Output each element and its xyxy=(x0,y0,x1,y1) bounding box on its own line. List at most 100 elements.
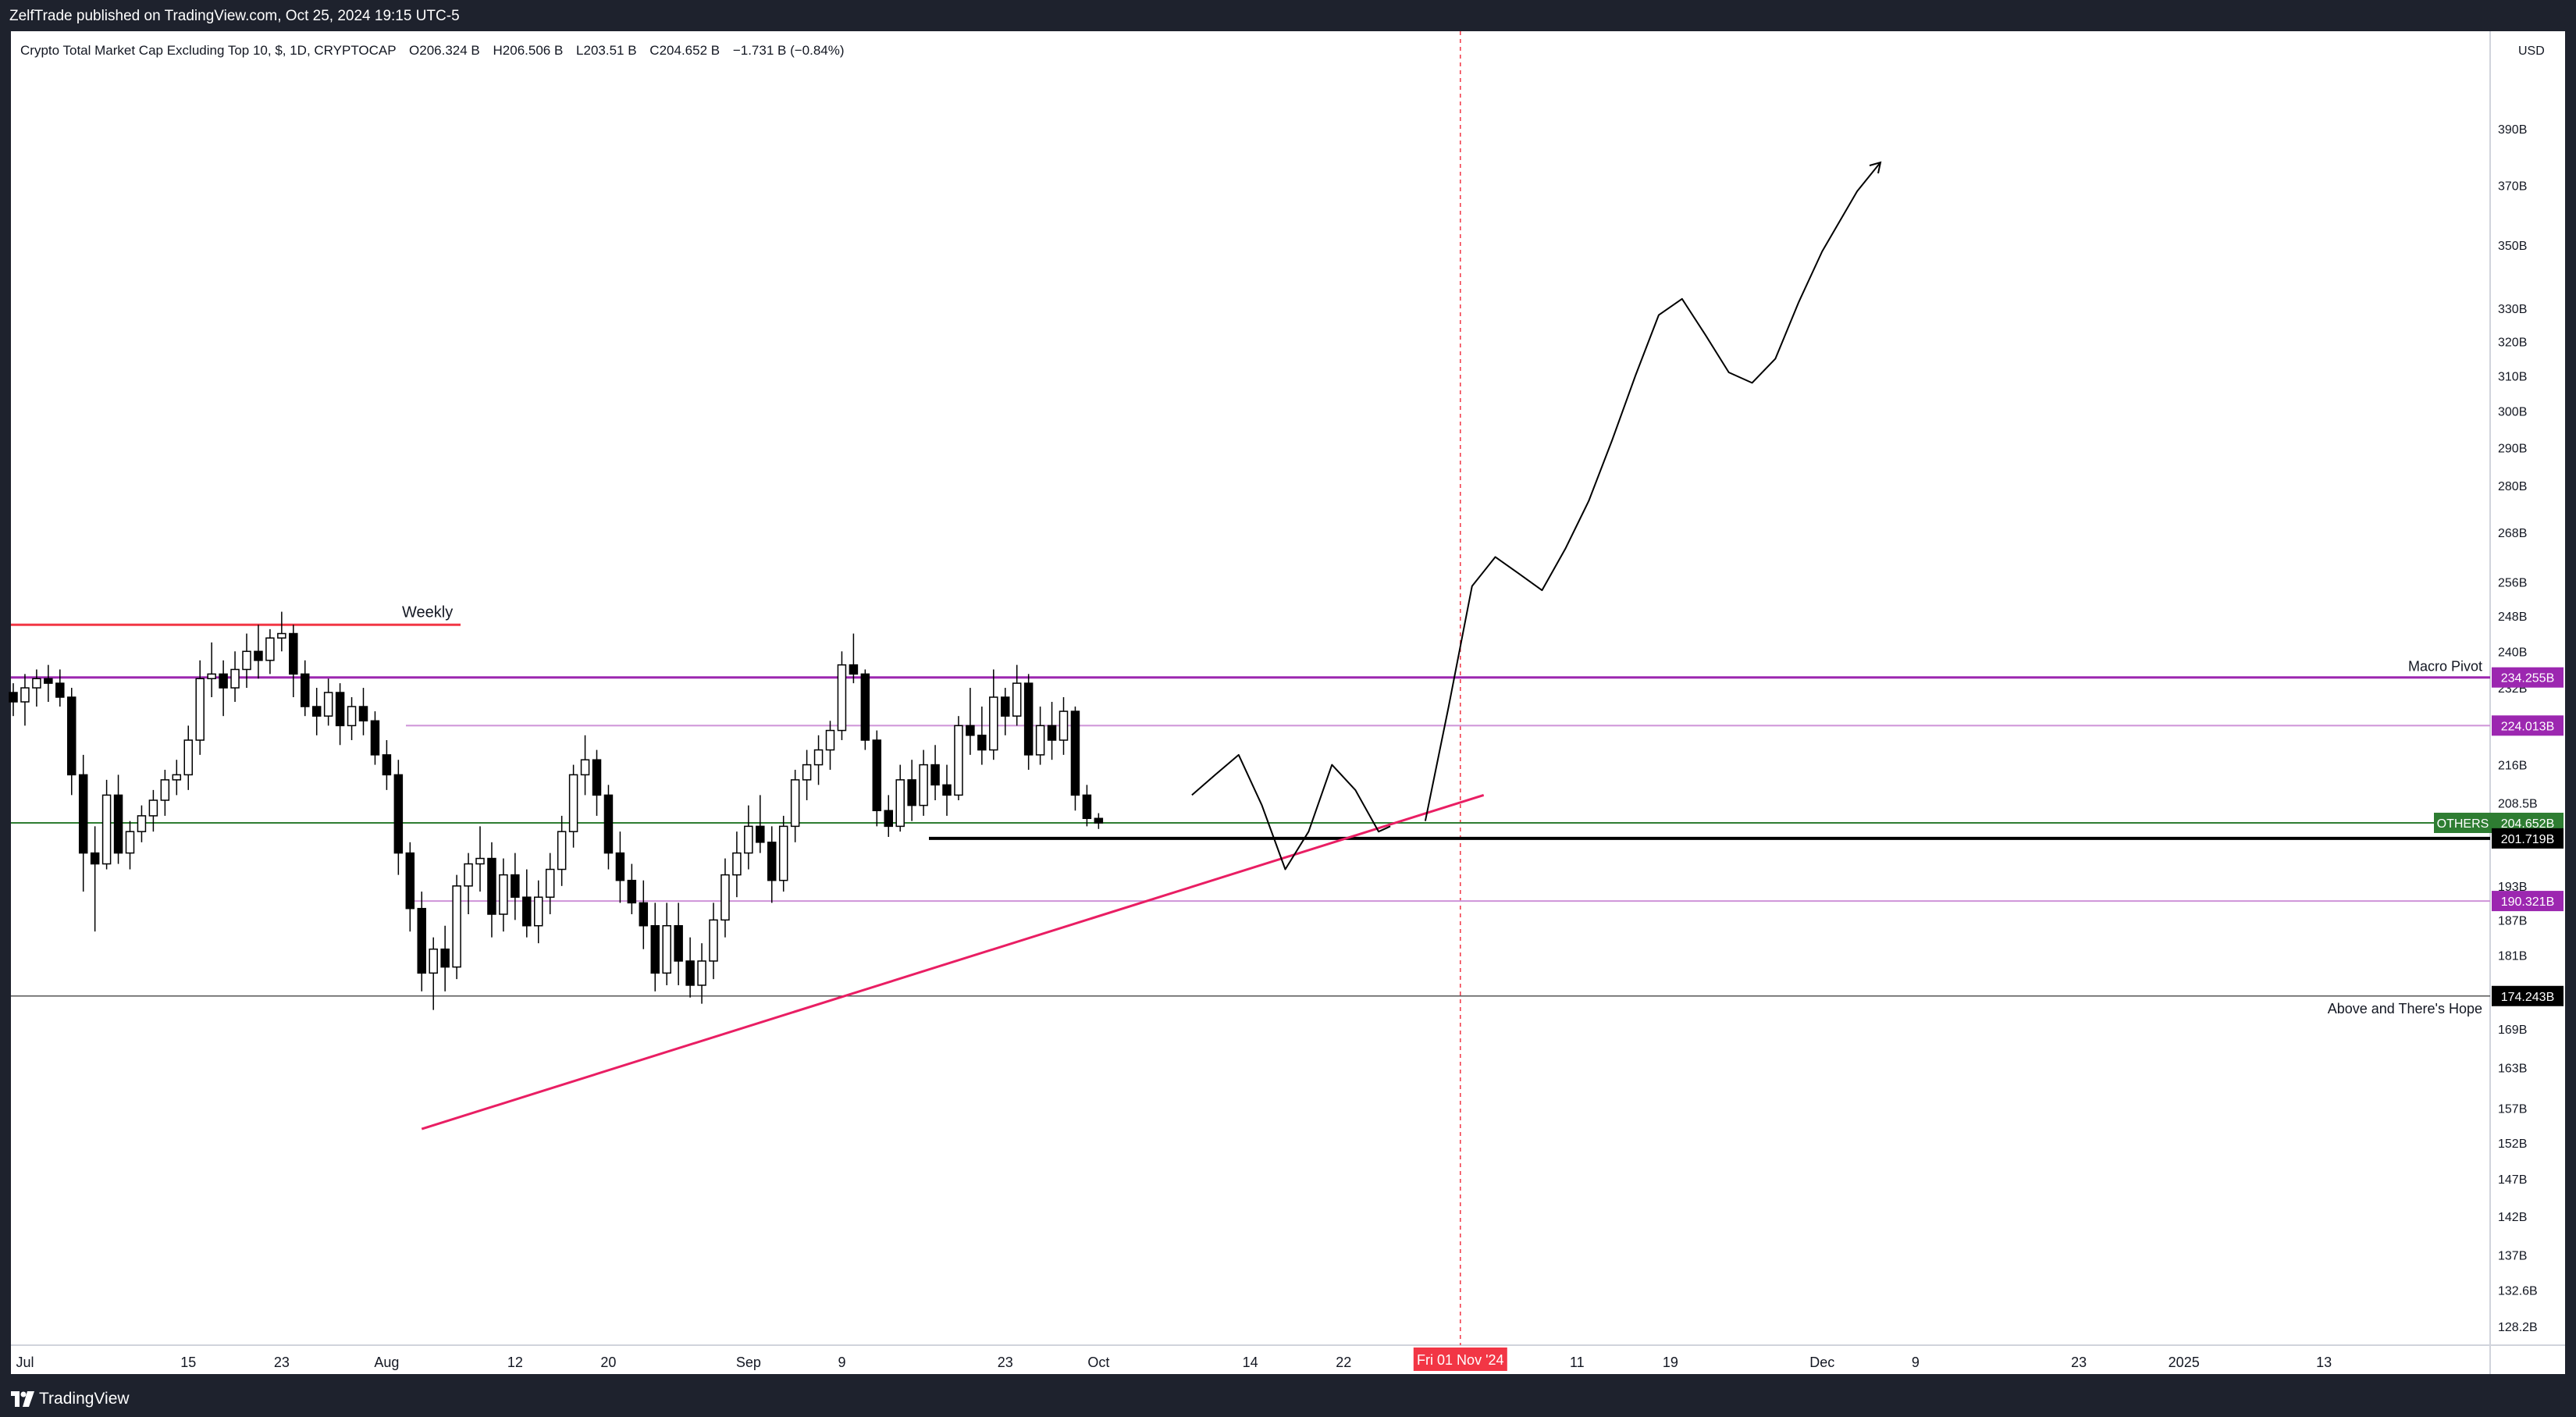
candle-up[interactable] xyxy=(825,729,835,751)
candle-down[interactable] xyxy=(977,735,987,751)
projection-path[interactable] xyxy=(1191,161,1882,870)
candle-up[interactable] xyxy=(662,924,671,974)
candle-up[interactable] xyxy=(242,650,251,671)
candle-up[interactable] xyxy=(557,831,567,870)
candle-down[interactable] xyxy=(382,754,392,776)
candle-down[interactable] xyxy=(603,794,614,854)
candle-up[interactable] xyxy=(429,948,438,974)
candle-down[interactable] xyxy=(966,725,975,736)
candle-down[interactable] xyxy=(756,825,765,843)
price-axis-background[interactable] xyxy=(2490,31,2565,1374)
candle-up[interactable] xyxy=(20,687,30,703)
candle-down[interactable] xyxy=(627,879,637,904)
candle-up[interactable] xyxy=(277,632,286,639)
candle-down[interactable] xyxy=(685,960,695,986)
candle-up[interactable] xyxy=(989,696,998,751)
candle-down[interactable] xyxy=(930,764,940,786)
candle-down[interactable] xyxy=(1094,817,1104,824)
candle-up[interactable] xyxy=(464,863,473,887)
candle-up[interactable] xyxy=(837,664,847,732)
candle-up[interactable] xyxy=(954,725,963,796)
candle-down[interactable] xyxy=(254,650,263,661)
candle-down[interactable] xyxy=(55,682,65,698)
candle-up[interactable] xyxy=(697,960,706,986)
candle-up[interactable] xyxy=(160,779,170,801)
candle-down[interactable] xyxy=(674,924,683,962)
support-trendline[interactable] xyxy=(421,793,1485,1130)
candle-down[interactable] xyxy=(370,720,380,756)
candle-down[interactable] xyxy=(335,692,345,727)
candle-down[interactable] xyxy=(1023,682,1034,756)
candle-up[interactable] xyxy=(207,673,216,679)
candle-up[interactable] xyxy=(790,779,800,828)
candle-up[interactable] xyxy=(475,857,485,865)
candle-down[interactable] xyxy=(44,678,53,684)
candle-down[interactable] xyxy=(311,706,322,717)
candle-down[interactable] xyxy=(67,696,76,776)
candle-up[interactable] xyxy=(230,668,240,689)
candle-down[interactable] xyxy=(849,664,859,675)
candle-up[interactable] xyxy=(744,825,753,854)
candle-up[interactable] xyxy=(545,868,555,898)
candle-down[interactable] xyxy=(440,948,450,968)
candle-down[interactable] xyxy=(301,673,310,707)
candle-down[interactable] xyxy=(1047,725,1057,741)
candle-down[interactable] xyxy=(417,907,426,974)
candle-down[interactable] xyxy=(1001,696,1010,717)
candle-down[interactable] xyxy=(358,706,368,722)
projection-curve[interactable] xyxy=(1424,162,1881,821)
candle-up[interactable] xyxy=(183,739,193,776)
candle-up[interactable] xyxy=(732,852,742,876)
candle-down[interactable] xyxy=(872,739,882,812)
candle-up[interactable] xyxy=(137,815,147,832)
candle-up[interactable] xyxy=(580,759,590,776)
candle-up[interactable] xyxy=(778,825,788,881)
candle-down[interactable] xyxy=(1082,794,1092,820)
candle-down[interactable] xyxy=(487,857,496,915)
candle-up[interactable] xyxy=(1012,682,1022,717)
candle-down[interactable] xyxy=(9,692,18,703)
weekly-level[interactable]: Weekly xyxy=(11,603,461,626)
symbol-legend[interactable]: Crypto Total Market Cap Excluding Top 10… xyxy=(20,43,845,58)
candle-up[interactable] xyxy=(720,874,730,921)
candle-down[interactable] xyxy=(650,924,660,974)
candle-down[interactable] xyxy=(884,810,893,828)
candle-up[interactable] xyxy=(709,919,718,962)
candle-down[interactable] xyxy=(289,632,298,675)
candle-down[interactable] xyxy=(393,774,404,854)
candle-down[interactable] xyxy=(639,902,649,927)
candle-up[interactable] xyxy=(125,831,135,854)
candle-up[interactable] xyxy=(323,692,333,717)
candle-up[interactable] xyxy=(172,774,182,781)
candles[interactable] xyxy=(9,611,1104,1010)
chart-area[interactable]: Crypto Total Market Cap Excluding Top 10… xyxy=(0,31,2576,1380)
candle-down[interactable] xyxy=(1070,710,1080,796)
candle-down[interactable] xyxy=(767,842,777,881)
candle-down[interactable] xyxy=(511,874,520,898)
projection-dip-curve[interactable] xyxy=(1191,753,1391,870)
candle-down[interactable] xyxy=(615,852,625,881)
candle-down[interactable] xyxy=(219,673,228,689)
candle-up[interactable] xyxy=(1035,725,1045,756)
horizontal-levels[interactable]: 234.255B Macro Pivot 224.013B 204.652B OTHER… xyxy=(11,659,2564,1016)
candle-down[interactable] xyxy=(942,784,952,796)
candle-up[interactable] xyxy=(895,779,905,828)
candle-up[interactable] xyxy=(452,885,461,968)
candle-up[interactable] xyxy=(813,749,824,766)
candle-up[interactable] xyxy=(347,706,357,727)
candle-up[interactable] xyxy=(802,764,812,781)
candle-up[interactable] xyxy=(534,896,543,927)
candle-down[interactable] xyxy=(78,774,88,854)
candle-up[interactable] xyxy=(101,794,112,865)
candle-down[interactable] xyxy=(113,794,123,854)
candle-down[interactable] xyxy=(592,759,602,796)
candle-up[interactable] xyxy=(195,678,205,741)
candle-up[interactable] xyxy=(1059,710,1069,741)
candle-down[interactable] xyxy=(522,896,532,927)
candle-up[interactable] xyxy=(568,774,578,832)
candle-up[interactable] xyxy=(265,637,275,661)
candle-down[interactable] xyxy=(860,673,870,741)
candle-down[interactable] xyxy=(907,779,916,806)
trendline[interactable] xyxy=(421,793,1485,1130)
candle-up[interactable] xyxy=(148,799,158,817)
